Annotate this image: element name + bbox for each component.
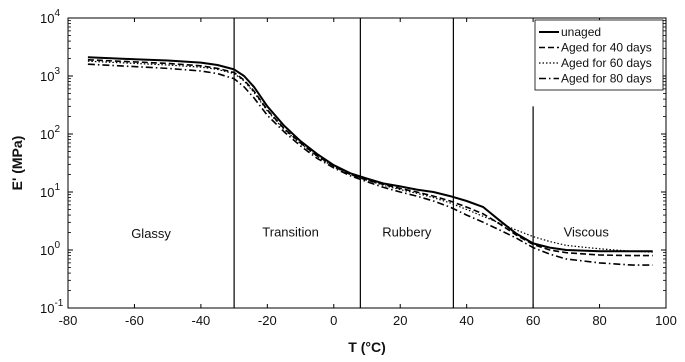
y-tick-label: 10-1: [40, 298, 64, 316]
axis-ticks: -80 -60 -40 -20 0 20 40 60 80 10010-1100101102103…: [40, 8, 677, 328]
y-tick-base: 10: [40, 301, 54, 316]
legend-label-4: Aged for 80 days: [561, 72, 652, 86]
vertical-lines: [233, 18, 534, 308]
x-tick-label: 20: [393, 313, 407, 328]
x-tick-label: 100: [655, 313, 677, 328]
region-label: Viscous: [564, 225, 610, 240]
x-tick-label: -40: [191, 313, 210, 328]
x-tick-label: 60: [526, 313, 540, 328]
legend-label-1: unaged: [561, 25, 601, 39]
x-tick-label: 40: [459, 313, 473, 328]
y-tick-exponent: 2: [54, 124, 60, 135]
y-tick-label: 103: [40, 66, 60, 84]
legend-label-2: Aged for 40 days: [561, 41, 652, 55]
x-tick-label: -20: [258, 313, 277, 328]
y-tick-base: 10: [40, 127, 54, 142]
y-tick-label: 101: [40, 182, 60, 200]
y-tick-exponent: 1: [54, 182, 60, 193]
x-tick-label: 0: [330, 313, 337, 328]
y-tick-label: 102: [40, 124, 60, 142]
region-label: Transition: [262, 225, 319, 240]
x-tick-label: -80: [59, 313, 78, 328]
series-line-1: [87, 56, 653, 253]
y-tick-base: 10: [40, 11, 54, 26]
y-tick-label: 104: [40, 8, 60, 26]
series-layer: [87, 56, 653, 266]
y-tick-base: 10: [40, 243, 54, 258]
y-tick-exponent: -1: [54, 298, 63, 309]
y-tick-base: 10: [40, 185, 54, 200]
y-axis-title: E' (MPa): [9, 136, 25, 191]
series-line-3: [87, 60, 653, 253]
y-tick-exponent: 3: [54, 66, 60, 77]
y-tick-label: 100: [40, 240, 60, 258]
y-tick-exponent: 4: [54, 8, 60, 19]
x-tick-label: 80: [592, 313, 606, 328]
region-labels: Glassy Transition Rubbery Viscous: [131, 225, 609, 242]
region-label: Glassy: [131, 226, 171, 241]
x-tick-label: -60: [125, 313, 144, 328]
plot-frame: [67, 17, 667, 309]
y-tick-base: 10: [40, 69, 54, 84]
region-label: Rubbery: [382, 225, 432, 240]
legend-label-3: Aged for 60 days: [561, 56, 652, 70]
y-tick-exponent: 0: [54, 240, 60, 251]
x-axis-title: T (°C): [348, 339, 385, 355]
